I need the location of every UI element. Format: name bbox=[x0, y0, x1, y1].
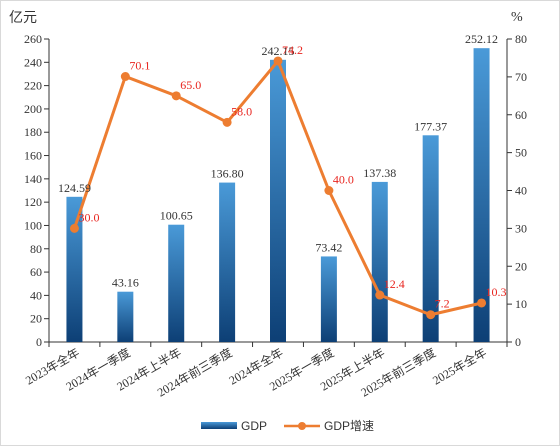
right-tick-label: 30 bbox=[515, 221, 527, 235]
point-value-label: 10.3 bbox=[486, 285, 507, 299]
x-tick-label: 2025年全年 bbox=[430, 345, 489, 388]
right-tick-label: 50 bbox=[515, 146, 527, 160]
point-gdp-growth bbox=[69, 223, 79, 233]
left-tick-label: 60 bbox=[30, 265, 42, 279]
point-value-label: 65.0 bbox=[180, 78, 201, 92]
bar-value-label: 73.42 bbox=[315, 240, 342, 254]
legend-label-gdp: GDP bbox=[241, 419, 267, 433]
right-axis-unit: % bbox=[511, 10, 523, 25]
left-tick-label: 80 bbox=[30, 242, 42, 256]
left-tick-label: 160 bbox=[24, 149, 42, 163]
point-value-label: 74.2 bbox=[282, 43, 303, 57]
point-value-label: 30.0 bbox=[78, 210, 99, 224]
point-gdp-growth bbox=[171, 91, 181, 101]
legend-swatch-gdp bbox=[201, 422, 237, 429]
point-value-label: 70.1 bbox=[129, 58, 150, 72]
left-axis-unit: 亿元 bbox=[9, 10, 37, 26]
left-tick-label: 200 bbox=[24, 102, 42, 116]
point-gdp-growth bbox=[375, 290, 385, 300]
right-tick-label: 60 bbox=[515, 108, 527, 122]
left-tick-label: 220 bbox=[24, 79, 42, 93]
legend-marker-gdp-growth bbox=[298, 422, 306, 430]
left-tick-label: 260 bbox=[24, 32, 42, 46]
left-tick-label: 180 bbox=[24, 125, 42, 139]
right-tick-label: 80 bbox=[515, 32, 527, 46]
right-tick-label: 20 bbox=[515, 259, 527, 273]
legend: GDP GDP增速 bbox=[201, 419, 374, 433]
legend-label-gdp-growth: GDP增速 bbox=[324, 419, 374, 433]
left-tick-label: 40 bbox=[30, 288, 42, 302]
bar-value-label: 43.16 bbox=[112, 276, 139, 290]
point-gdp-growth bbox=[222, 117, 232, 127]
point-gdp-growth bbox=[477, 298, 487, 308]
point-value-label: 58.0 bbox=[231, 104, 252, 118]
right-tick-label: 70 bbox=[515, 70, 527, 84]
point-gdp-growth bbox=[324, 186, 334, 195]
bar-gdp bbox=[117, 291, 134, 342]
bar-gdp bbox=[270, 59, 286, 342]
right-tick-label: 0 bbox=[515, 335, 521, 349]
point-value-label: 12.4 bbox=[384, 277, 405, 291]
point-gdp-growth bbox=[273, 56, 283, 66]
right-tick-label: 10 bbox=[515, 297, 527, 311]
bar-value-label: 242.15 bbox=[262, 44, 295, 58]
point-value-label: 40.0 bbox=[333, 173, 354, 187]
right-tick-label: 40 bbox=[515, 184, 527, 198]
point-value-label: 7.2 bbox=[435, 297, 450, 311]
left-tick-label: 20 bbox=[30, 312, 42, 326]
bar-gdp bbox=[473, 48, 490, 343]
bar-gdp bbox=[66, 196, 83, 342]
bar-value-label: 100.65 bbox=[160, 209, 193, 223]
bar-value-label: 252.12 bbox=[465, 32, 498, 46]
left-tick-label: 240 bbox=[24, 55, 42, 69]
left-tick-label: 120 bbox=[24, 195, 42, 209]
bar-gdp bbox=[219, 182, 236, 342]
left-tick-label: 0 bbox=[36, 335, 42, 349]
bar-value-label: 124.59 bbox=[58, 181, 91, 195]
bar-gdp bbox=[320, 256, 337, 342]
bar-value-label: 136.80 bbox=[211, 167, 244, 181]
bar-gdp bbox=[371, 181, 388, 342]
point-gdp-growth bbox=[426, 310, 436, 320]
left-tick-label: 100 bbox=[24, 218, 42, 232]
bar-gdp bbox=[422, 135, 439, 342]
bar-value-label: 177.37 bbox=[414, 119, 447, 133]
left-tick-label: 140 bbox=[24, 172, 42, 186]
point-gdp-growth bbox=[120, 71, 130, 81]
bar-value-label: 137.38 bbox=[363, 166, 396, 180]
bar-gdp bbox=[168, 224, 185, 342]
